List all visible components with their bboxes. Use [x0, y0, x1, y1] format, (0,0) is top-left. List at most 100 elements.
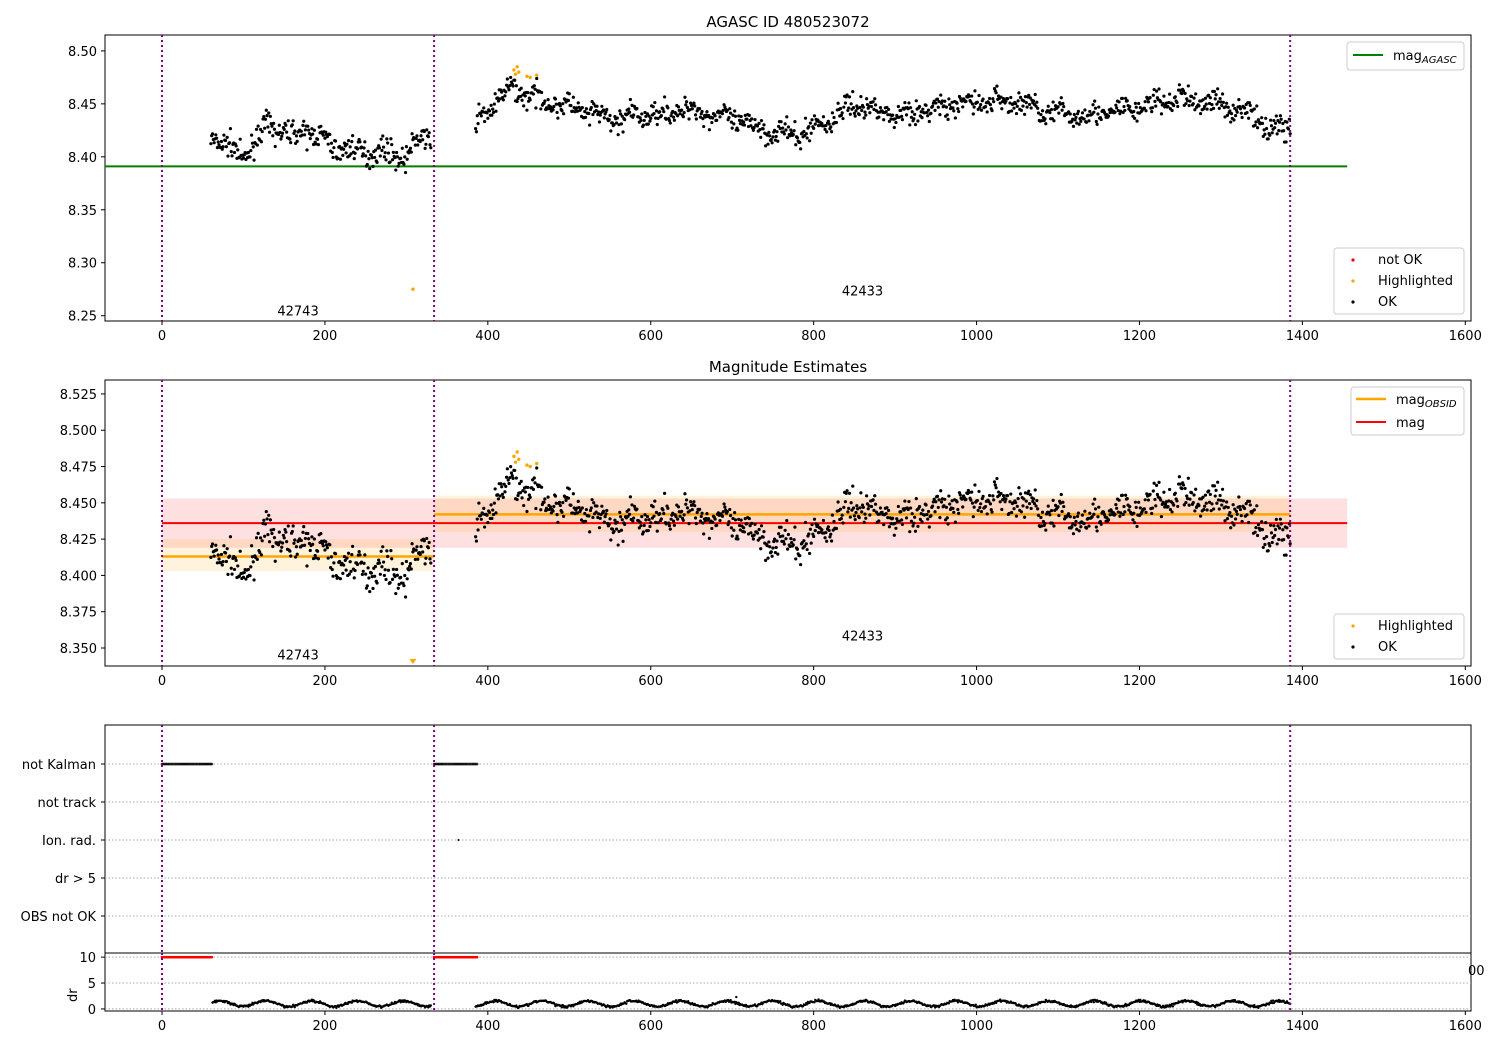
ok-point — [404, 559, 408, 564]
ok-point — [824, 530, 828, 535]
ok-point — [319, 531, 323, 536]
ok-point — [554, 501, 558, 505]
ok-point — [591, 515, 595, 520]
ok-point — [840, 513, 844, 517]
ok-point — [1194, 487, 1198, 491]
ok-point — [645, 515, 650, 519]
ok-point — [326, 556, 330, 560]
ok-point — [851, 90, 855, 94]
ok-point — [519, 86, 523, 90]
ok-point — [413, 143, 417, 147]
ok-point — [342, 141, 347, 145]
ok-point — [1115, 506, 1119, 510]
ok-point — [215, 146, 220, 150]
ok-point — [1047, 510, 1051, 514]
highlighted-point — [513, 460, 518, 464]
ok-point — [906, 107, 910, 111]
ok-point — [553, 97, 558, 101]
ok-point — [1118, 112, 1122, 116]
ok-point — [1225, 113, 1230, 117]
ok-point — [1093, 99, 1097, 103]
obsid-label: 42743 — [277, 304, 318, 319]
ok-point — [960, 99, 964, 103]
ok-point — [474, 535, 478, 539]
dr-point — [1139, 998, 1142, 1002]
ok-point — [737, 118, 742, 122]
x-tick-label: 1400 — [1286, 674, 1319, 689]
ok-point — [1022, 99, 1026, 103]
ok-point — [755, 124, 760, 128]
ok-point — [295, 139, 299, 143]
ok-point — [250, 544, 254, 548]
ok-point — [711, 520, 715, 524]
ok-point — [684, 502, 688, 506]
dr-flag-point — [210, 955, 214, 959]
ok-point — [647, 114, 651, 118]
ok-point — [775, 130, 779, 134]
ok-point — [1114, 503, 1118, 507]
ok-point — [892, 125, 896, 130]
ok-point — [1060, 108, 1064, 112]
ok-point — [1022, 497, 1026, 501]
ok-point — [1093, 507, 1098, 511]
ok-point — [1025, 105, 1029, 109]
ok-point — [390, 577, 395, 581]
ok-point — [1177, 83, 1181, 87]
panel2-legend-lines: magOBSID mag — [1350, 386, 1465, 436]
ok-point — [491, 512, 496, 517]
ok-point — [1120, 96, 1124, 100]
ok-point — [649, 521, 653, 525]
ok-point — [853, 517, 857, 522]
legend-label-highlighted: Highlighted — [1378, 274, 1453, 289]
ok-point — [221, 559, 225, 564]
legend-label-ok: OK — [1378, 640, 1397, 655]
ok-point — [1137, 500, 1141, 504]
ok-point — [1027, 489, 1031, 493]
ok-point — [490, 113, 494, 117]
ok-point — [1051, 100, 1055, 104]
ok-point — [945, 516, 949, 520]
ok-point — [272, 127, 277, 131]
ok-point — [1225, 101, 1229, 105]
ok-point — [1132, 109, 1136, 114]
ok-point — [509, 471, 514, 475]
ok-point — [248, 155, 252, 159]
dr-point — [527, 1004, 530, 1007]
ok-point — [938, 113, 942, 117]
ok-point — [909, 519, 914, 523]
ok-point — [226, 154, 230, 158]
ok-point — [839, 516, 843, 521]
ok-point — [713, 517, 717, 521]
ok-point — [895, 517, 899, 521]
ok-point — [592, 501, 596, 505]
ok-point — [267, 111, 271, 115]
ok-point — [662, 110, 666, 114]
ok-point — [1162, 94, 1166, 98]
dr-flag-point — [475, 955, 479, 959]
ok-point — [619, 112, 623, 116]
ok-point — [718, 519, 722, 523]
ok-point — [414, 548, 418, 552]
ok-point — [212, 554, 216, 558]
ok-point — [950, 499, 954, 503]
ok-point — [302, 119, 306, 123]
ok-point — [419, 134, 423, 138]
ok-point — [1188, 99, 1192, 103]
ok-point — [583, 519, 588, 523]
ok-point — [290, 123, 294, 127]
x-tick-label: 800 — [801, 1019, 826, 1034]
ok-point — [1151, 489, 1155, 493]
ok-point — [1012, 507, 1016, 511]
ok-point — [655, 529, 659, 533]
y-tick-label: 8.450 — [60, 497, 97, 512]
ok-point — [345, 142, 349, 146]
ok-point — [913, 112, 917, 116]
ok-point — [1263, 542, 1267, 547]
ok-point — [781, 126, 785, 130]
ok-point — [1117, 100, 1121, 104]
ok-point — [1220, 92, 1225, 96]
ok-point — [1235, 512, 1239, 516]
ok-point — [1134, 505, 1138, 510]
ok-point — [1216, 480, 1220, 484]
ok-point — [217, 557, 221, 561]
